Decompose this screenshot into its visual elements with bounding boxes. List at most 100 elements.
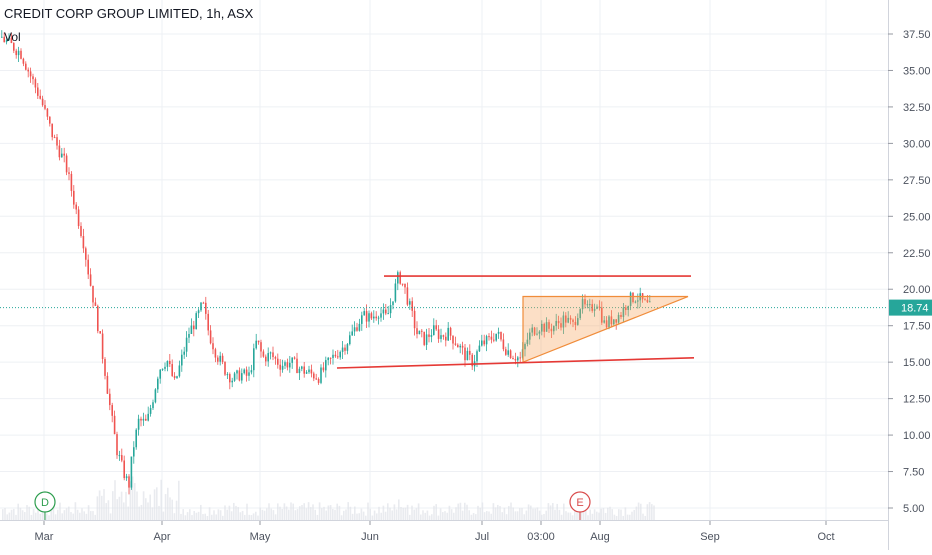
volume-bar xyxy=(362,511,365,520)
candle-body xyxy=(178,365,181,377)
candle-body xyxy=(142,418,145,421)
candle-body xyxy=(159,369,161,379)
volume-bar xyxy=(145,498,147,520)
event-marker-d[interactable]: D xyxy=(34,491,56,520)
volume-bar xyxy=(455,507,457,520)
candle-body xyxy=(435,325,437,330)
candle-body xyxy=(447,327,449,341)
volume-bar xyxy=(184,515,187,520)
candle-body xyxy=(68,172,70,174)
volume-bar xyxy=(195,512,198,520)
volume-bar xyxy=(149,494,151,520)
candle-body xyxy=(509,350,512,359)
volume-bar xyxy=(589,509,591,520)
candle-body xyxy=(423,331,425,345)
volume-bar xyxy=(244,514,246,520)
candle-body xyxy=(190,325,193,334)
candle-body xyxy=(461,345,464,348)
volume-bar xyxy=(54,514,57,520)
volume-bar xyxy=(360,508,363,520)
volume-bar xyxy=(373,510,376,520)
volume-bar xyxy=(219,510,222,520)
candle-body xyxy=(219,355,221,362)
candle-body xyxy=(581,299,584,310)
volume-bar xyxy=(468,510,470,520)
candle-body xyxy=(183,351,185,355)
volume-bar xyxy=(252,513,255,520)
candle-body xyxy=(25,63,27,70)
volume-bar xyxy=(325,510,327,520)
volume-bar xyxy=(347,502,349,520)
candle-body xyxy=(399,272,401,284)
candle-body xyxy=(332,354,334,358)
volume-bar xyxy=(543,514,545,520)
volume-bar xyxy=(68,506,70,520)
volume-bar xyxy=(147,502,149,520)
candle-body xyxy=(502,339,505,350)
candle-body xyxy=(351,331,353,336)
volume-bar xyxy=(596,511,598,520)
volume-bar xyxy=(433,505,435,520)
candle-body xyxy=(257,340,260,343)
candle-body xyxy=(212,343,214,350)
volume-bar xyxy=(116,499,118,520)
y-tick-label: 27.50 xyxy=(903,175,931,187)
y-tick-label: 22.50 xyxy=(903,248,931,260)
candle-body xyxy=(44,105,46,109)
candle-body xyxy=(493,339,495,341)
volume-bar xyxy=(237,507,239,520)
volume-bar xyxy=(182,509,184,520)
volume-bar xyxy=(142,491,145,520)
volume-bar xyxy=(532,508,534,520)
volume-bar xyxy=(2,509,4,520)
volume-bar xyxy=(479,507,481,520)
candle-body xyxy=(368,313,370,322)
candle-body xyxy=(303,366,305,374)
volume-bar xyxy=(200,504,202,520)
candle-body xyxy=(538,331,541,334)
volume-bar xyxy=(602,508,605,520)
x-tick-label: Mar xyxy=(35,531,54,543)
candle-body xyxy=(121,455,123,461)
candle-body xyxy=(481,340,483,346)
volume-bar xyxy=(569,512,572,520)
volume-bar xyxy=(151,507,154,520)
candle-body xyxy=(514,359,517,361)
volume-bar xyxy=(310,507,312,520)
candle-body xyxy=(3,36,5,43)
candle-body xyxy=(248,372,250,376)
candle-body xyxy=(185,337,188,352)
volume-bar xyxy=(123,502,125,520)
volume-bar xyxy=(464,502,466,520)
candle-body xyxy=(250,370,253,373)
volume-bar xyxy=(514,511,517,520)
y-tick-label: 20.00 xyxy=(903,284,931,296)
volume-bar xyxy=(180,513,182,520)
candle-body xyxy=(34,79,37,88)
support-trendline[interactable] xyxy=(336,356,695,369)
volume-bar xyxy=(349,506,352,520)
candle-body xyxy=(577,318,579,325)
candle-body xyxy=(51,123,53,138)
volume-bar xyxy=(541,514,543,520)
candle-body xyxy=(123,460,125,479)
candle-body xyxy=(320,367,322,383)
candle-body xyxy=(529,332,531,340)
volume-bar xyxy=(516,511,519,520)
volume-bar xyxy=(450,509,453,520)
candle-body xyxy=(392,301,394,306)
candle-body xyxy=(413,310,416,329)
volume-bar xyxy=(611,509,613,520)
volume-bar xyxy=(164,494,167,520)
triangle-pattern[interactable] xyxy=(522,295,689,364)
candle-body xyxy=(32,76,34,80)
volume-bar xyxy=(453,512,455,520)
volume-bar xyxy=(94,514,96,520)
candle-body xyxy=(128,476,130,488)
y-tick-label: 35.00 xyxy=(903,65,931,77)
candle-body xyxy=(99,331,101,334)
event-marker-e[interactable]: E xyxy=(569,491,591,520)
